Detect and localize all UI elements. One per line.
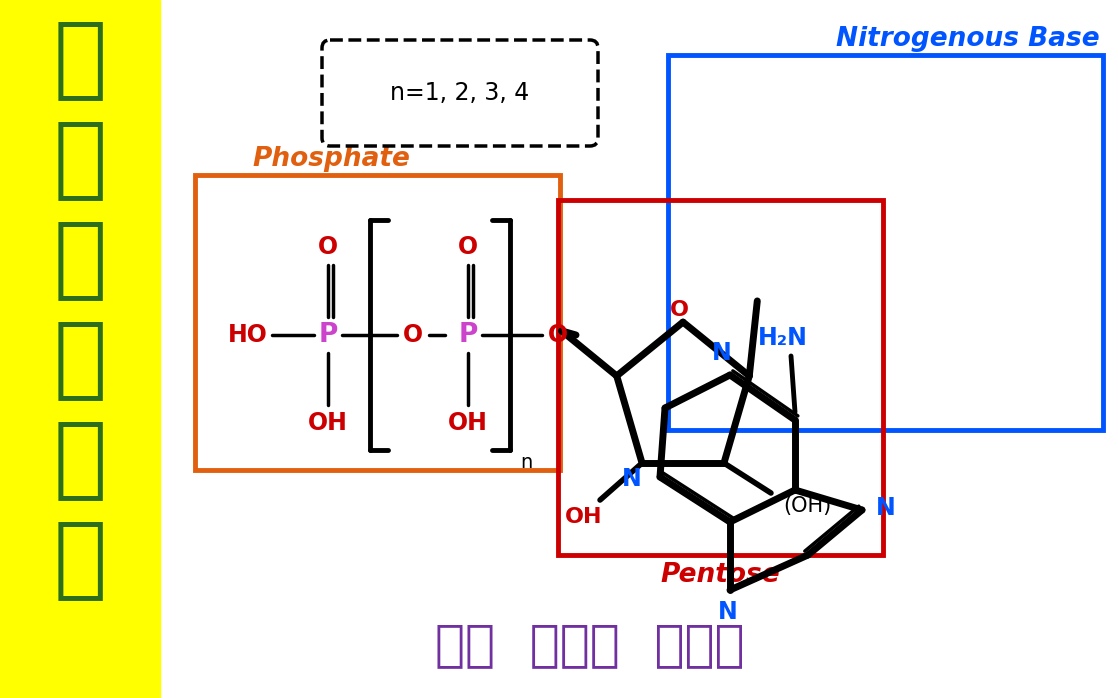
Text: OH: OH <box>448 411 487 435</box>
Text: P: P <box>458 322 477 348</box>
Text: n=1, 2, 3, 4: n=1, 2, 3, 4 <box>390 81 530 105</box>
Text: HO: HO <box>228 323 268 347</box>
Text: Pentose: Pentose <box>661 562 780 588</box>
Text: OH: OH <box>566 507 603 527</box>
Text: 药: 药 <box>54 117 106 204</box>
Text: Phosphate: Phosphate <box>252 146 410 172</box>
Text: ？: ？ <box>54 216 106 304</box>
Text: OH: OH <box>309 411 348 435</box>
Bar <box>0 0 160 698</box>
Text: n: n <box>520 454 532 473</box>
Text: P: P <box>319 322 338 348</box>
Text: N: N <box>622 467 642 491</box>
Text: N: N <box>718 600 738 624</box>
Text: ！: ！ <box>54 517 106 604</box>
Text: ？: ？ <box>54 316 106 403</box>
Text: (OH): (OH) <box>783 496 831 516</box>
Text: H₂N: H₂N <box>758 326 808 350</box>
Text: N: N <box>877 496 896 520</box>
Text: 抗癌  抗病毒  抗衰老: 抗癌 抗病毒 抗衰老 <box>435 621 745 669</box>
Text: N: N <box>712 341 732 365</box>
Text: O: O <box>402 323 423 347</box>
Text: ！: ！ <box>54 417 106 503</box>
Text: O: O <box>318 235 338 259</box>
Text: O: O <box>458 235 479 259</box>
Bar <box>558 200 883 555</box>
Bar <box>195 175 560 470</box>
Text: Nitrogenous Base: Nitrogenous Base <box>836 26 1100 52</box>
Bar <box>667 55 1103 430</box>
Text: O: O <box>548 323 568 347</box>
Text: 神: 神 <box>54 17 106 103</box>
Text: O: O <box>670 300 689 320</box>
